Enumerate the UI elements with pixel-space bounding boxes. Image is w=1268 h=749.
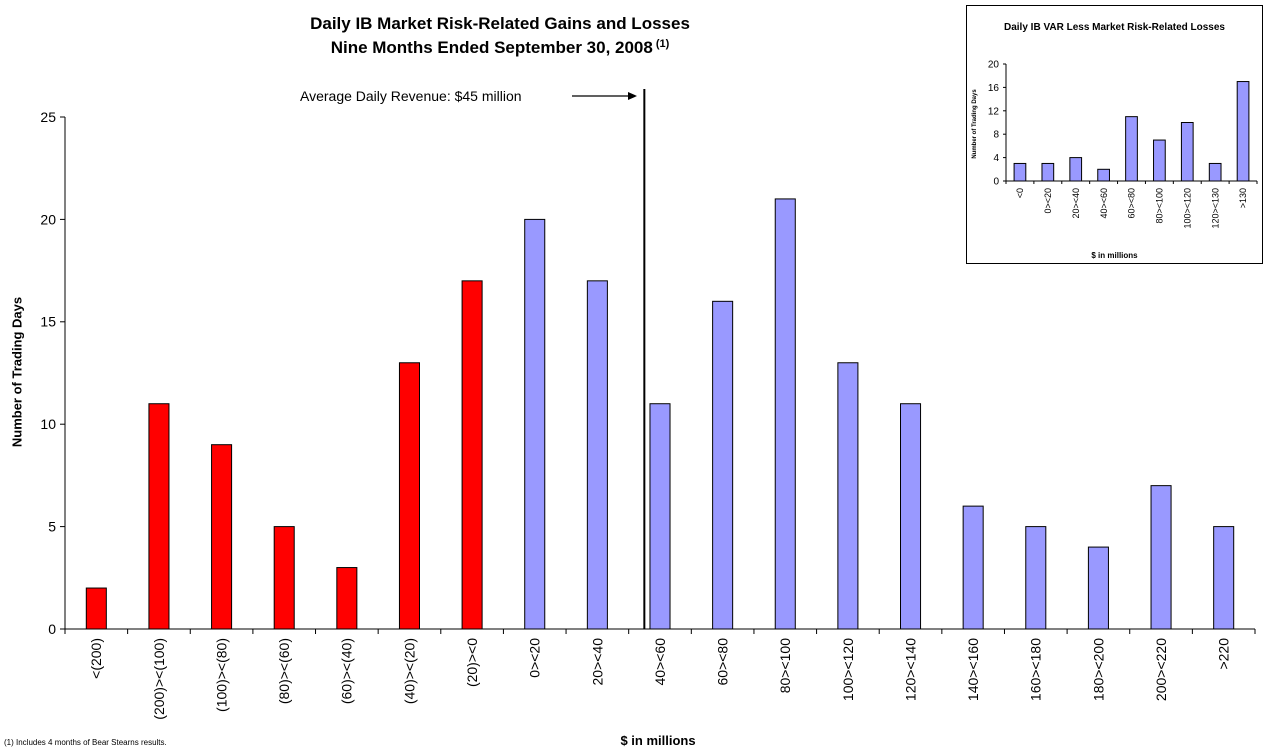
inset-y-tick-label: 20: [988, 60, 1000, 71]
x-tick-label: 80><100: [777, 638, 793, 693]
bar: [962, 505, 984, 630]
bar: [586, 280, 608, 630]
x-tick-label: 140><160: [965, 638, 981, 701]
inset-y-tick-label: 8: [993, 130, 999, 141]
y-tick-label: 0: [48, 621, 56, 637]
y-tick-label: 20: [40, 211, 56, 227]
y-tick-label: 25: [40, 109, 56, 125]
bar: [211, 444, 233, 630]
inset-x-tick-label: 0><20: [1043, 188, 1053, 214]
x-tick-label: 120><140: [902, 638, 918, 701]
inset-bar: [1069, 157, 1083, 182]
inset-chart: 0 4 8 12 16 20 <0 0><20 20><40 40><60 60><80 80><10…: [988, 60, 1258, 229]
inset-chart-title: Daily IB VAR Less Market Risk-Related Lo…: [1003, 22, 1225, 33]
x-tick-label: (200)><(100): [151, 638, 167, 720]
bar: [900, 403, 922, 630]
bar: [148, 403, 170, 630]
x-tick-label: 160><180: [1028, 638, 1044, 701]
x-tick-label: (40)><(20): [401, 638, 417, 704]
inset-y-axis-label: Number of Trading Days: [972, 89, 978, 159]
x-tick-label: 60><80: [715, 638, 731, 686]
y-tick-label: 10: [40, 416, 56, 432]
inset-x-tick-label: 60><80: [1127, 188, 1137, 219]
inset-bar: [1097, 168, 1110, 182]
x-tick-label: 0><20: [527, 638, 543, 678]
bar: [774, 198, 796, 630]
y-tick-label: 5: [48, 519, 56, 535]
bar: [1150, 485, 1172, 630]
x-tick-label: (20)><0: [464, 638, 480, 687]
inset-x-tick-label: <0: [1015, 188, 1025, 198]
inset-bar: [1041, 162, 1055, 182]
bar: [1087, 546, 1109, 630]
x-tick-label: 200><220: [1153, 638, 1169, 701]
inset-y-tick-label: 16: [988, 83, 1000, 94]
chart-title-line-2-text: Nine Months Ended September 30, 2008: [330, 38, 653, 57]
x-tick-label: <(200): [88, 638, 104, 679]
bar: [712, 300, 734, 630]
inset-chart-panel: 0 4 8 12 16 20 <0 0><20 20><40 40><60 60><80 80><10…: [966, 5, 1263, 264]
bar: [461, 280, 483, 630]
bar: [398, 362, 420, 630]
bar: [85, 587, 107, 630]
inset-bar: [1125, 116, 1138, 182]
inset-x-tick-label: 40><60: [1099, 188, 1109, 219]
inset-x-tick-label: 80><100: [1155, 188, 1165, 224]
inset-bar: [1208, 162, 1222, 182]
x-tick-label: 40><60: [652, 638, 668, 686]
inset-x-tick-label: 100><120: [1182, 188, 1192, 229]
y-tick-label: 15: [40, 314, 56, 330]
inset-bar: [1153, 139, 1166, 182]
inset-x-tick-label: >130: [1238, 188, 1248, 208]
x-tick-label: 20><40: [589, 638, 605, 686]
x-axis-label: $ in millions: [620, 733, 696, 748]
chart-title-line-2: Nine Months Ended September 30, 2008 (1): [0, 38, 1000, 58]
x-tick-label: 100><120: [840, 638, 856, 701]
inset-y-tick-label: 12: [988, 106, 1000, 117]
x-tick-label: (60)><(40): [339, 638, 355, 704]
y-axis-label: Number of Trading Days: [9, 296, 25, 448]
title-footnote-marker: (1): [655, 38, 670, 50]
bar: [524, 218, 546, 630]
x-tick-label: 180><200: [1090, 638, 1106, 701]
inset-x-tick-label: 20><40: [1071, 188, 1081, 219]
average-revenue-annotation: Average Daily Revenue: $45 million: [300, 88, 522, 104]
bar: [1213, 526, 1235, 630]
bar: [1025, 526, 1047, 630]
inset-x-tick-label: 120><130: [1210, 188, 1220, 229]
bar: [273, 526, 295, 630]
bar: [336, 567, 358, 630]
bar: [837, 362, 859, 630]
footnote: (1) Includes 4 months of Bear Stearns re…: [4, 738, 167, 747]
inset-bar: [1013, 162, 1027, 182]
inset-y-tick-label: 0: [993, 177, 999, 188]
chart-title-line-1: Daily IB Market Risk-Related Gains and L…: [310, 14, 690, 33]
x-tick-label: (80)><(60): [276, 638, 292, 704]
inset-bar: [1180, 122, 1194, 182]
x-tick-label: (100)><(80): [213, 638, 229, 712]
annotation-arrowhead: [628, 92, 637, 100]
inset-x-axis-label: $ in millions: [1091, 251, 1138, 260]
inset-bar: [1236, 81, 1250, 182]
bar: [649, 403, 671, 630]
x-tick-label: >220: [1216, 638, 1232, 670]
inset-y-tick-label: 4: [993, 153, 999, 164]
